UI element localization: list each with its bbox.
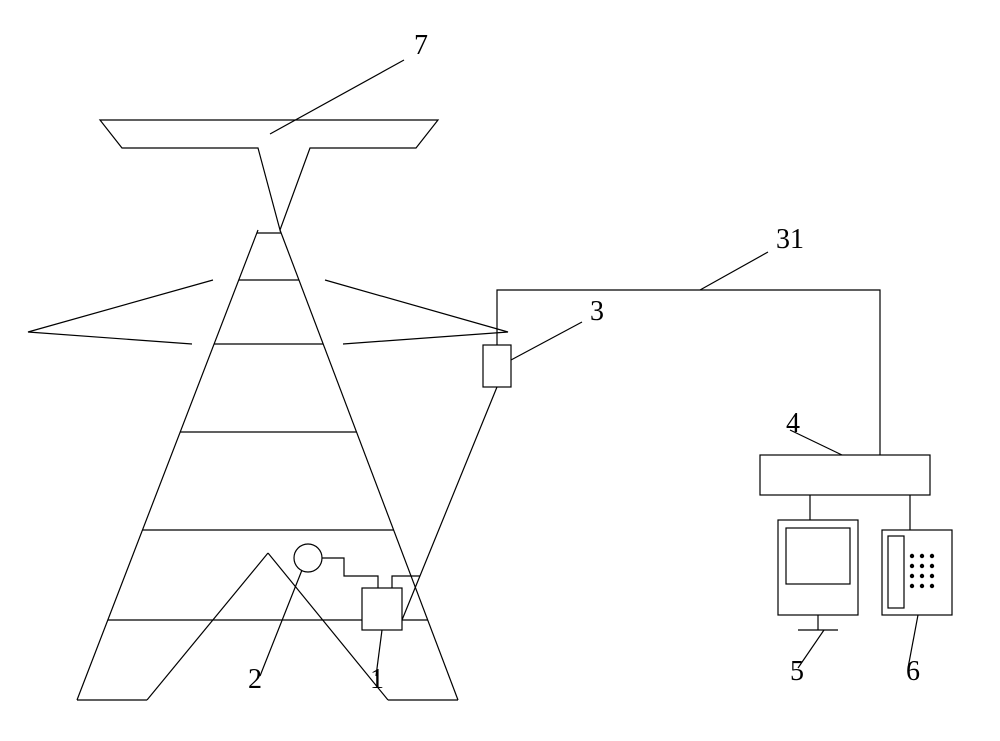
keypad-dot	[930, 584, 934, 588]
left-leg-outer	[77, 230, 258, 700]
callout-label-3: 3	[590, 296, 604, 327]
callout-label-2: 2	[248, 664, 262, 695]
callout-label-5: 5	[790, 656, 804, 687]
keypad-dot	[930, 564, 934, 568]
callout-line-3	[511, 322, 582, 360]
keypad-dot	[910, 574, 914, 578]
keypad-dot	[920, 584, 924, 588]
callout-line-2	[260, 570, 302, 676]
component-3-box	[483, 345, 511, 387]
cable-31	[497, 290, 880, 455]
top-crossarm	[100, 120, 438, 230]
keypad-dot	[930, 574, 934, 578]
keypad-dot	[930, 554, 934, 558]
mid-crossarm-right	[325, 280, 508, 344]
keypad-dot	[910, 564, 914, 568]
callout-label-6: 6	[906, 656, 920, 687]
keypad-dot	[910, 554, 914, 558]
keypad-dot	[920, 574, 924, 578]
callout-label-7: 7	[414, 30, 428, 61]
keypad-dot	[920, 554, 924, 558]
callout-label-1: 1	[370, 664, 384, 695]
component-1-box	[362, 588, 402, 630]
component-4-box	[760, 455, 930, 495]
callout-label-4: 4	[786, 408, 800, 439]
phone-handset	[888, 536, 904, 608]
wire-2-to-1	[322, 558, 378, 588]
monitor-screen	[786, 528, 850, 584]
callout-line-31	[700, 252, 768, 290]
keypad-dot	[920, 564, 924, 568]
keypad-dot	[910, 584, 914, 588]
mid-crossarm-left	[28, 280, 213, 344]
conduit-3-to-1	[402, 387, 497, 620]
callout-label-31: 31	[776, 224, 804, 255]
component-2-sensor	[294, 544, 322, 572]
